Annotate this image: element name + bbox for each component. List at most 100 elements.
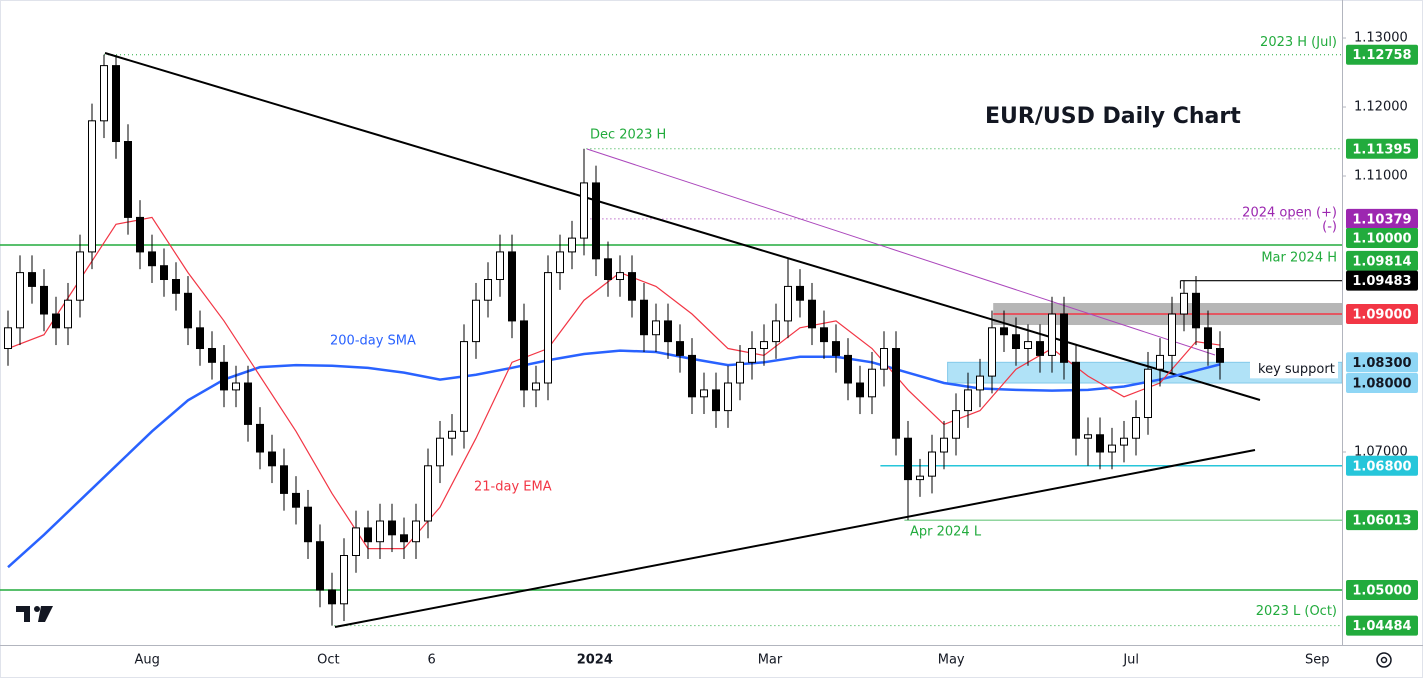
candle-body xyxy=(280,465,289,494)
candle-body xyxy=(496,251,505,281)
price-label-box xyxy=(1346,352,1418,373)
settings-icon[interactable] xyxy=(1376,652,1392,668)
price-label: 1.11395 xyxy=(1352,142,1411,157)
y-tick-label: 1.11000 xyxy=(1354,169,1408,184)
price-label: 1.08000 xyxy=(1352,377,1411,392)
candle-body xyxy=(1059,313,1068,363)
candle-body xyxy=(843,354,852,384)
candle-body xyxy=(1203,327,1212,350)
candle-body xyxy=(556,251,565,274)
candle-body xyxy=(676,341,684,356)
candle-body xyxy=(735,361,744,384)
candle-body xyxy=(688,354,696,398)
candle-body xyxy=(292,492,301,508)
candle-body xyxy=(1167,313,1176,356)
price-label-box xyxy=(1346,304,1418,325)
candle-body xyxy=(939,437,948,453)
level-text: 2023 L (Oct) xyxy=(1256,604,1337,619)
price-label-box xyxy=(1346,270,1418,291)
candle-body xyxy=(448,430,457,439)
y-tick-label: 1.12000 xyxy=(1354,100,1408,115)
candle-body xyxy=(1191,292,1200,329)
price-label-box xyxy=(1346,44,1418,65)
candle-body xyxy=(472,299,481,343)
price-label-box xyxy=(1346,455,1418,476)
candle-body xyxy=(352,527,361,557)
trendline xyxy=(586,148,1216,356)
candle-body xyxy=(544,272,553,384)
candle-body xyxy=(52,313,61,329)
candle-body xyxy=(136,216,145,253)
candle-body xyxy=(400,534,409,543)
candle-body xyxy=(1083,434,1092,439)
level-text: 2024 open (+) xyxy=(1242,205,1337,220)
candle-body xyxy=(1119,437,1128,446)
candle-body xyxy=(424,465,433,522)
candle-body xyxy=(520,320,529,391)
candle-body xyxy=(819,327,828,343)
x-tick-label: Oct xyxy=(317,653,339,668)
candle-body xyxy=(807,299,816,329)
candle-body xyxy=(831,341,840,356)
candle-body xyxy=(1023,341,1032,350)
candle-body xyxy=(987,327,996,377)
candle-body xyxy=(412,520,421,543)
candle-body xyxy=(712,389,720,412)
trendline xyxy=(334,449,1256,628)
price-label: 1.10000 xyxy=(1352,232,1411,247)
candle-body xyxy=(376,520,385,543)
candle-body xyxy=(436,437,445,467)
candle-body xyxy=(508,251,517,322)
candle-body xyxy=(628,272,636,301)
candle-body xyxy=(232,382,241,391)
candle-body xyxy=(915,475,924,481)
candle-body xyxy=(316,541,325,591)
candle-body xyxy=(124,141,133,218)
candle-body xyxy=(76,251,85,301)
candle-body xyxy=(196,327,205,350)
price-label: 1.06013 xyxy=(1352,514,1411,529)
candle-body xyxy=(951,410,960,439)
candle-body xyxy=(1155,354,1164,370)
candle-body xyxy=(340,555,349,605)
candle-body xyxy=(700,389,708,398)
price-label-box xyxy=(1346,373,1418,394)
candle-body xyxy=(879,348,888,370)
candle-body xyxy=(867,368,876,398)
overlay: 2023 H (Jul) Dec 2023 H 2024 open (+) Mar 2… xyxy=(330,35,1338,619)
price-label: 1.09814 xyxy=(1352,254,1411,269)
candle-body xyxy=(1131,417,1140,439)
price-label-box xyxy=(1346,208,1418,229)
candle-body xyxy=(172,279,181,294)
x-tick-label: Sep xyxy=(1305,653,1330,668)
x-tick-label: 2024 xyxy=(577,653,613,668)
label-background xyxy=(1250,360,1338,379)
candle-body xyxy=(771,320,780,343)
price-label: 1.09000 xyxy=(1352,308,1411,323)
legend-label: 21-day EMA xyxy=(474,480,552,495)
candle-body xyxy=(855,382,864,398)
price-label: 1.04484 xyxy=(1352,619,1411,634)
candle-body xyxy=(975,375,984,391)
candle-body xyxy=(28,272,37,287)
candle-body xyxy=(4,327,13,350)
candle-body xyxy=(747,348,756,363)
price-label: 1.10379 xyxy=(1352,212,1411,227)
level-text: 2023 H (Jul) xyxy=(1260,35,1337,50)
y-tick-label: 1.13000 xyxy=(1354,31,1408,46)
candle-body xyxy=(208,348,217,363)
candle-body xyxy=(652,320,660,336)
candle-body xyxy=(532,382,541,391)
plot xyxy=(4,54,1224,626)
price-label-box xyxy=(1346,615,1418,636)
x-tick-label: Mar xyxy=(758,653,783,668)
candle-body xyxy=(148,251,157,267)
candle-body xyxy=(88,120,97,253)
candle-body xyxy=(1143,368,1152,419)
candle-body xyxy=(723,382,732,412)
ma-line xyxy=(7,349,1221,569)
candle-body xyxy=(1047,313,1056,356)
candle-body xyxy=(580,182,589,239)
